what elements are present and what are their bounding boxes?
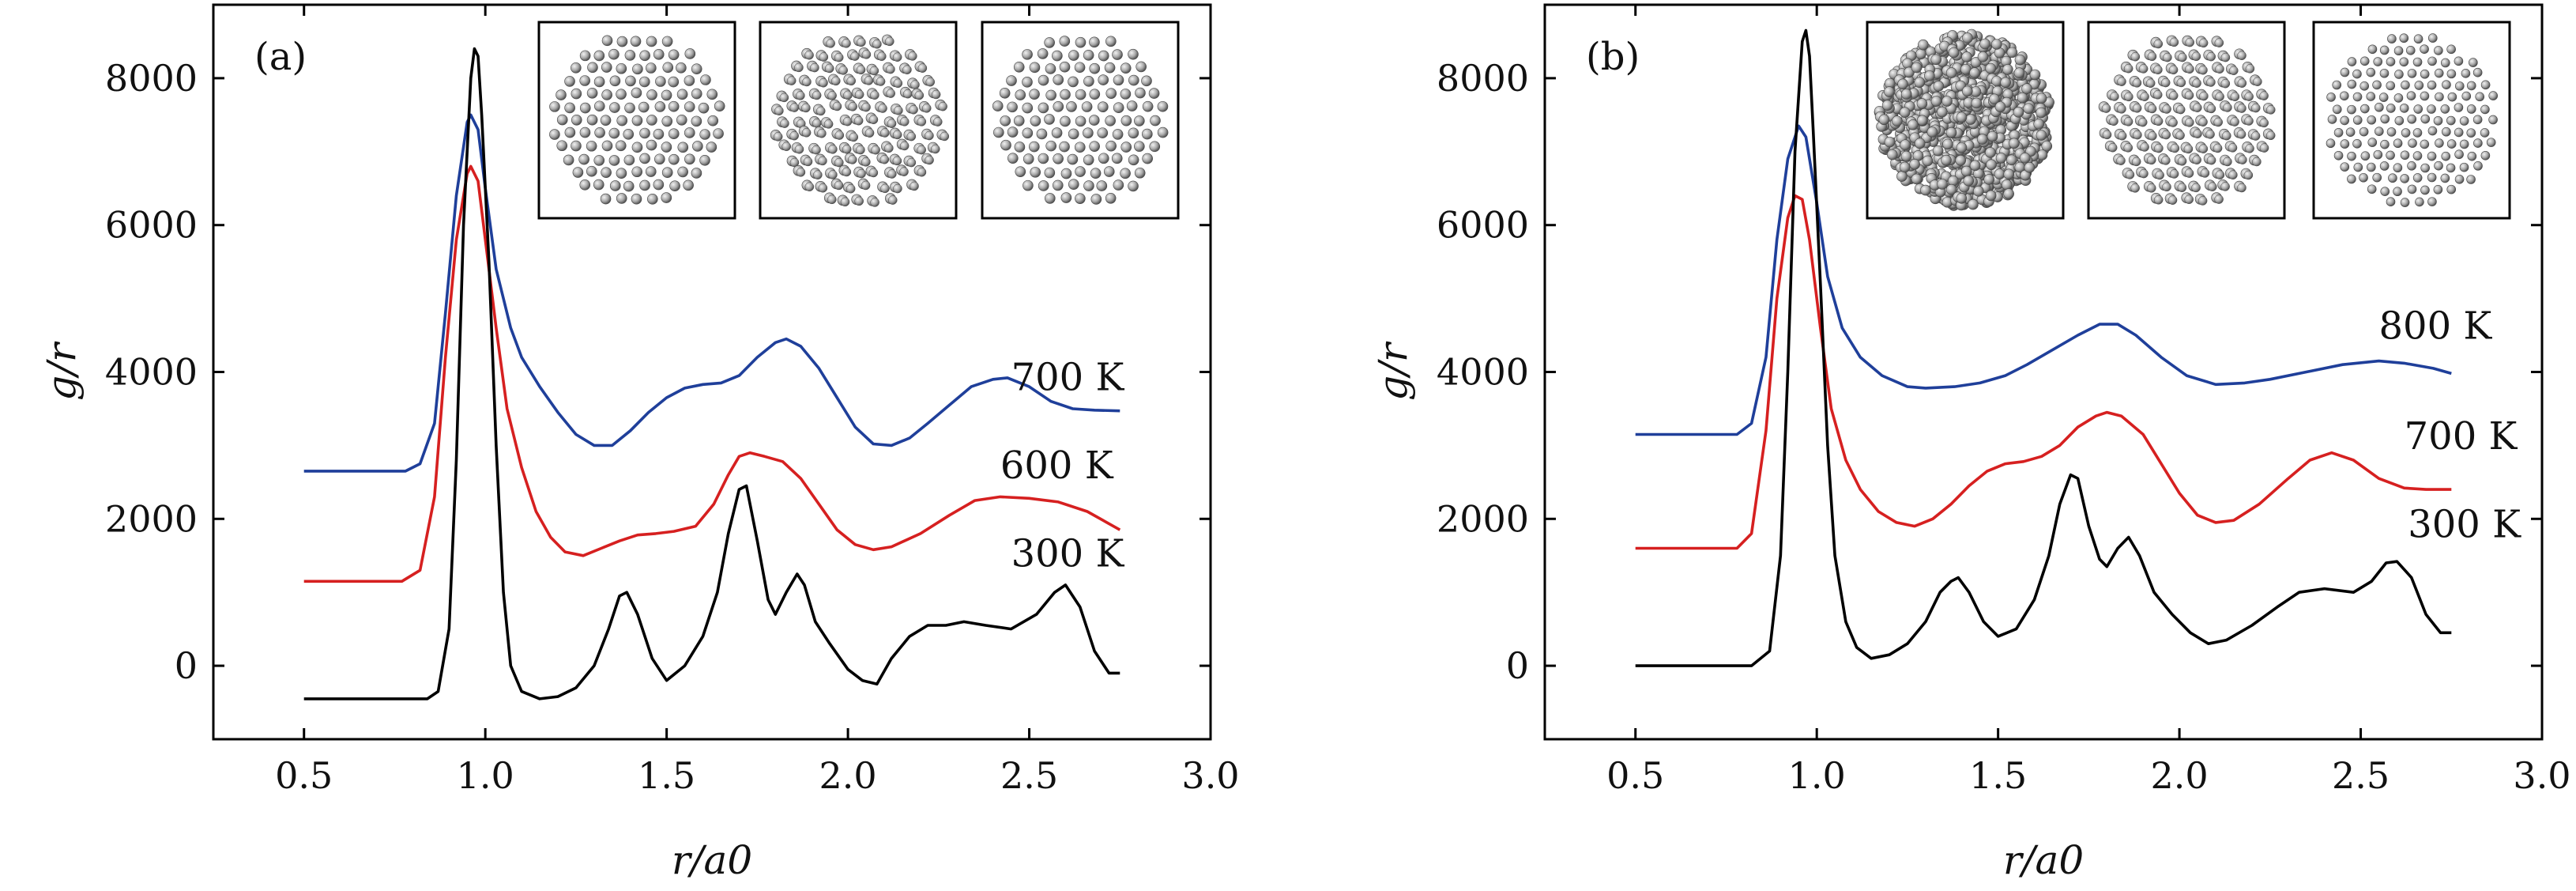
x-tick-label: 1.0 [1788,754,1846,797]
y-tick-label: 6000 [105,204,198,247]
y-tick-label: 0 [175,644,198,687]
series-label: 700 K [1011,356,1125,400]
y-tick-label: 0 [1506,644,1529,687]
inset-b-2 [2087,21,2286,220]
y-tick-label: 4000 [1437,351,1529,394]
x-tick-label: 2.5 [1000,754,1058,797]
x-tick-label: 0.5 [275,754,333,797]
y-axis-title: g/r [1370,341,1416,401]
x-tick-label: 2.0 [2151,754,2209,797]
inset-b-1-atoms [1874,28,2054,211]
y-tick-label: 6000 [1437,204,1529,247]
series-line-700k [303,113,1120,473]
x-tick-label: 1.0 [457,754,514,797]
series-line-300k [303,47,1120,700]
series-label: 300 K [2408,503,2521,547]
inset-b-2-atoms [2098,35,2276,206]
series-line-300k [1635,28,2452,667]
x-axis-title: r/a0 [2003,837,2084,883]
inset-b-3 [2312,21,2511,220]
panel-label: (b) [1586,35,1640,79]
series-label: 300 K [1011,532,1125,576]
x-axis-title: r/a0 [672,837,752,883]
panel-label: (a) [254,35,307,79]
y-tick-label: 8000 [105,57,198,100]
x-tick-label: 1.5 [1969,754,2027,797]
inset-a-2 [759,21,958,220]
series-label: 600 K [1000,444,1114,488]
y-axis-title: g/r [39,341,85,401]
inset-a-3 [981,21,1180,220]
x-tick-label: 2.5 [2332,754,2390,797]
x-tick-label: 0.5 [1606,754,1664,797]
inset-a-1 [537,21,736,220]
inset-a-2-atoms [770,34,950,207]
x-tick-label: 2.0 [819,754,877,797]
x-tick-label: 3.0 [1181,754,1239,797]
inset-b-1 [1866,21,2065,220]
y-tick-label: 2000 [105,497,198,540]
panel-a: 0.5 1.0 1.5 2.0 2.5 3.0 0 2000 4000 6000 8000 r/a0 g… [39,3,1240,883]
y-tick-label: 8000 [1437,57,1529,100]
series-label: 700 K [2405,414,2518,459]
x-tick-label: 3.0 [2513,754,2570,797]
series-line-700k [1635,194,2452,550]
series-line-600k [303,164,1121,583]
y-tick-label: 4000 [105,351,198,394]
inset-a-1-atoms [549,35,725,205]
y-tick-label: 2000 [1437,497,1529,540]
inset-a-3-atoms [992,36,1169,205]
series-label: 800 K [2378,304,2492,349]
panel-b: 0.5 1.0 1.5 2.0 2.5 3.0 0 2000 4000 6000 8000 r/a0 g… [1370,3,2571,883]
inset-b-3-atoms [2326,33,2499,207]
x-tick-label: 1.5 [638,754,695,797]
